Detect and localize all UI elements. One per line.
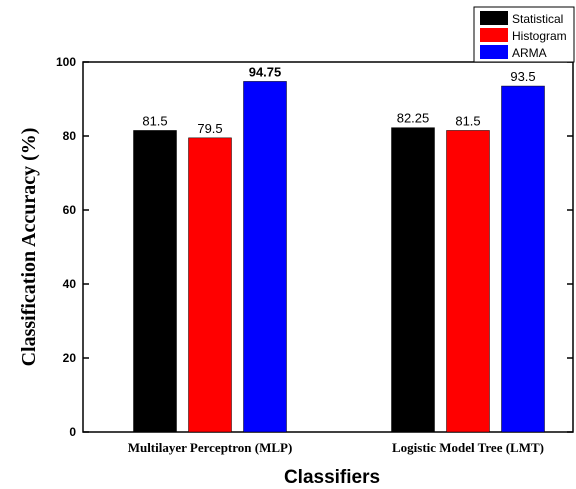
bar-histogram-0 [188, 137, 232, 433]
bar-arma-0 [243, 81, 287, 433]
y-axis-title: Classification Accuracy (%) [18, 128, 40, 367]
bar-histogram-1 [446, 130, 490, 433]
y-tick-label: 40 [63, 277, 77, 291]
data-label-arma-1: 93.5 [510, 69, 535, 84]
x-axis-title: Classifiers [284, 467, 380, 488]
data-label-histogram-0: 79.5 [197, 121, 222, 136]
x-tick-label-lmt: Logistic Model Tree (LMT) [392, 440, 544, 455]
legend-swatch-histogram [480, 28, 508, 42]
x-tick-label-mlp: Multilayer Perceptron (MLP) [128, 440, 293, 455]
legend-label-arma: ARMA [512, 46, 547, 60]
data-labels-group: 81.5 79.5 94.75 82.25 81.5 93.5 [142, 64, 535, 135]
legend: Statistical Histogram ARMA [473, 6, 575, 63]
data-label-statistical-1: 82.25 [397, 111, 430, 126]
data-label-statistical-0: 81.5 [142, 113, 167, 128]
bars-group [133, 81, 545, 433]
legend-label-statistical: Statistical [512, 12, 563, 26]
bar-arma-1 [501, 85, 545, 433]
y-tick-label: 100 [56, 55, 76, 69]
legend-swatch-statistical [480, 11, 508, 25]
data-label-arma-0: 94.75 [249, 64, 282, 79]
y-tick-label: 80 [63, 129, 77, 143]
y-tick-label: 60 [63, 203, 77, 217]
y-tick-label: 20 [63, 351, 77, 365]
legend-swatch-arma [480, 45, 508, 59]
bar-statistical-1 [391, 127, 435, 433]
bar-statistical-0 [133, 130, 177, 433]
data-label-histogram-1: 81.5 [455, 113, 480, 128]
y-tick-label: 0 [69, 425, 76, 439]
y-axis-ticks: 0 20 40 60 80 100 [56, 55, 573, 439]
legend-label-histogram: Histogram [512, 29, 567, 43]
